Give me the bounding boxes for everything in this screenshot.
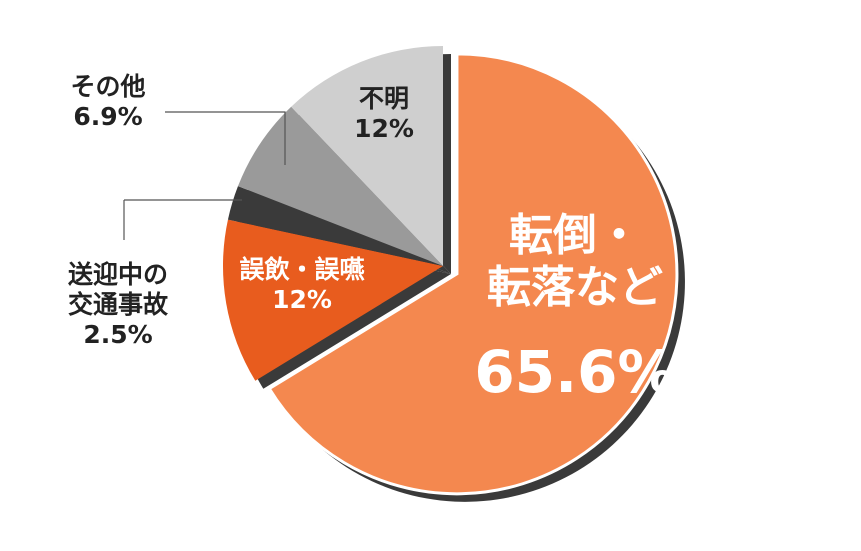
slice-value-0: 65.6%	[474, 338, 675, 406]
slice-label-line-2-0: 送迎中の	[68, 260, 168, 289]
slice-value-3: 6.9%	[73, 102, 142, 131]
slice-label-3: その他	[70, 72, 145, 101]
slice-2	[227, 186, 443, 266]
slice-value-1: 12%	[272, 285, 332, 314]
slice-label-line-0-1: 転落など	[487, 262, 663, 313]
slice-label-line-4-0: 不明	[359, 84, 409, 113]
slice-value-2: 2.5%	[83, 320, 152, 349]
slice-label-line-0-0: 転倒・	[509, 210, 641, 261]
slice-value-4: 12%	[354, 114, 414, 143]
slice-label-4: 不明	[359, 84, 409, 113]
slice-1	[222, 219, 443, 381]
slice-4	[291, 46, 443, 266]
slice-label-line-1-0: 誤飲・誤嚥	[239, 255, 364, 284]
slice-label-line-2-1: 交通事故	[68, 290, 169, 319]
slice-label-line-3-0: その他	[70, 72, 145, 101]
slice-label-1: 誤飲・誤嚥	[239, 255, 364, 284]
slice-3	[237, 106, 443, 266]
leader-line-other	[165, 111, 286, 165]
slice-label-0: 転倒・転落など	[487, 210, 663, 313]
slice-label-2: 送迎中の交通事故	[68, 260, 169, 319]
slice-0	[267, 52, 679, 496]
